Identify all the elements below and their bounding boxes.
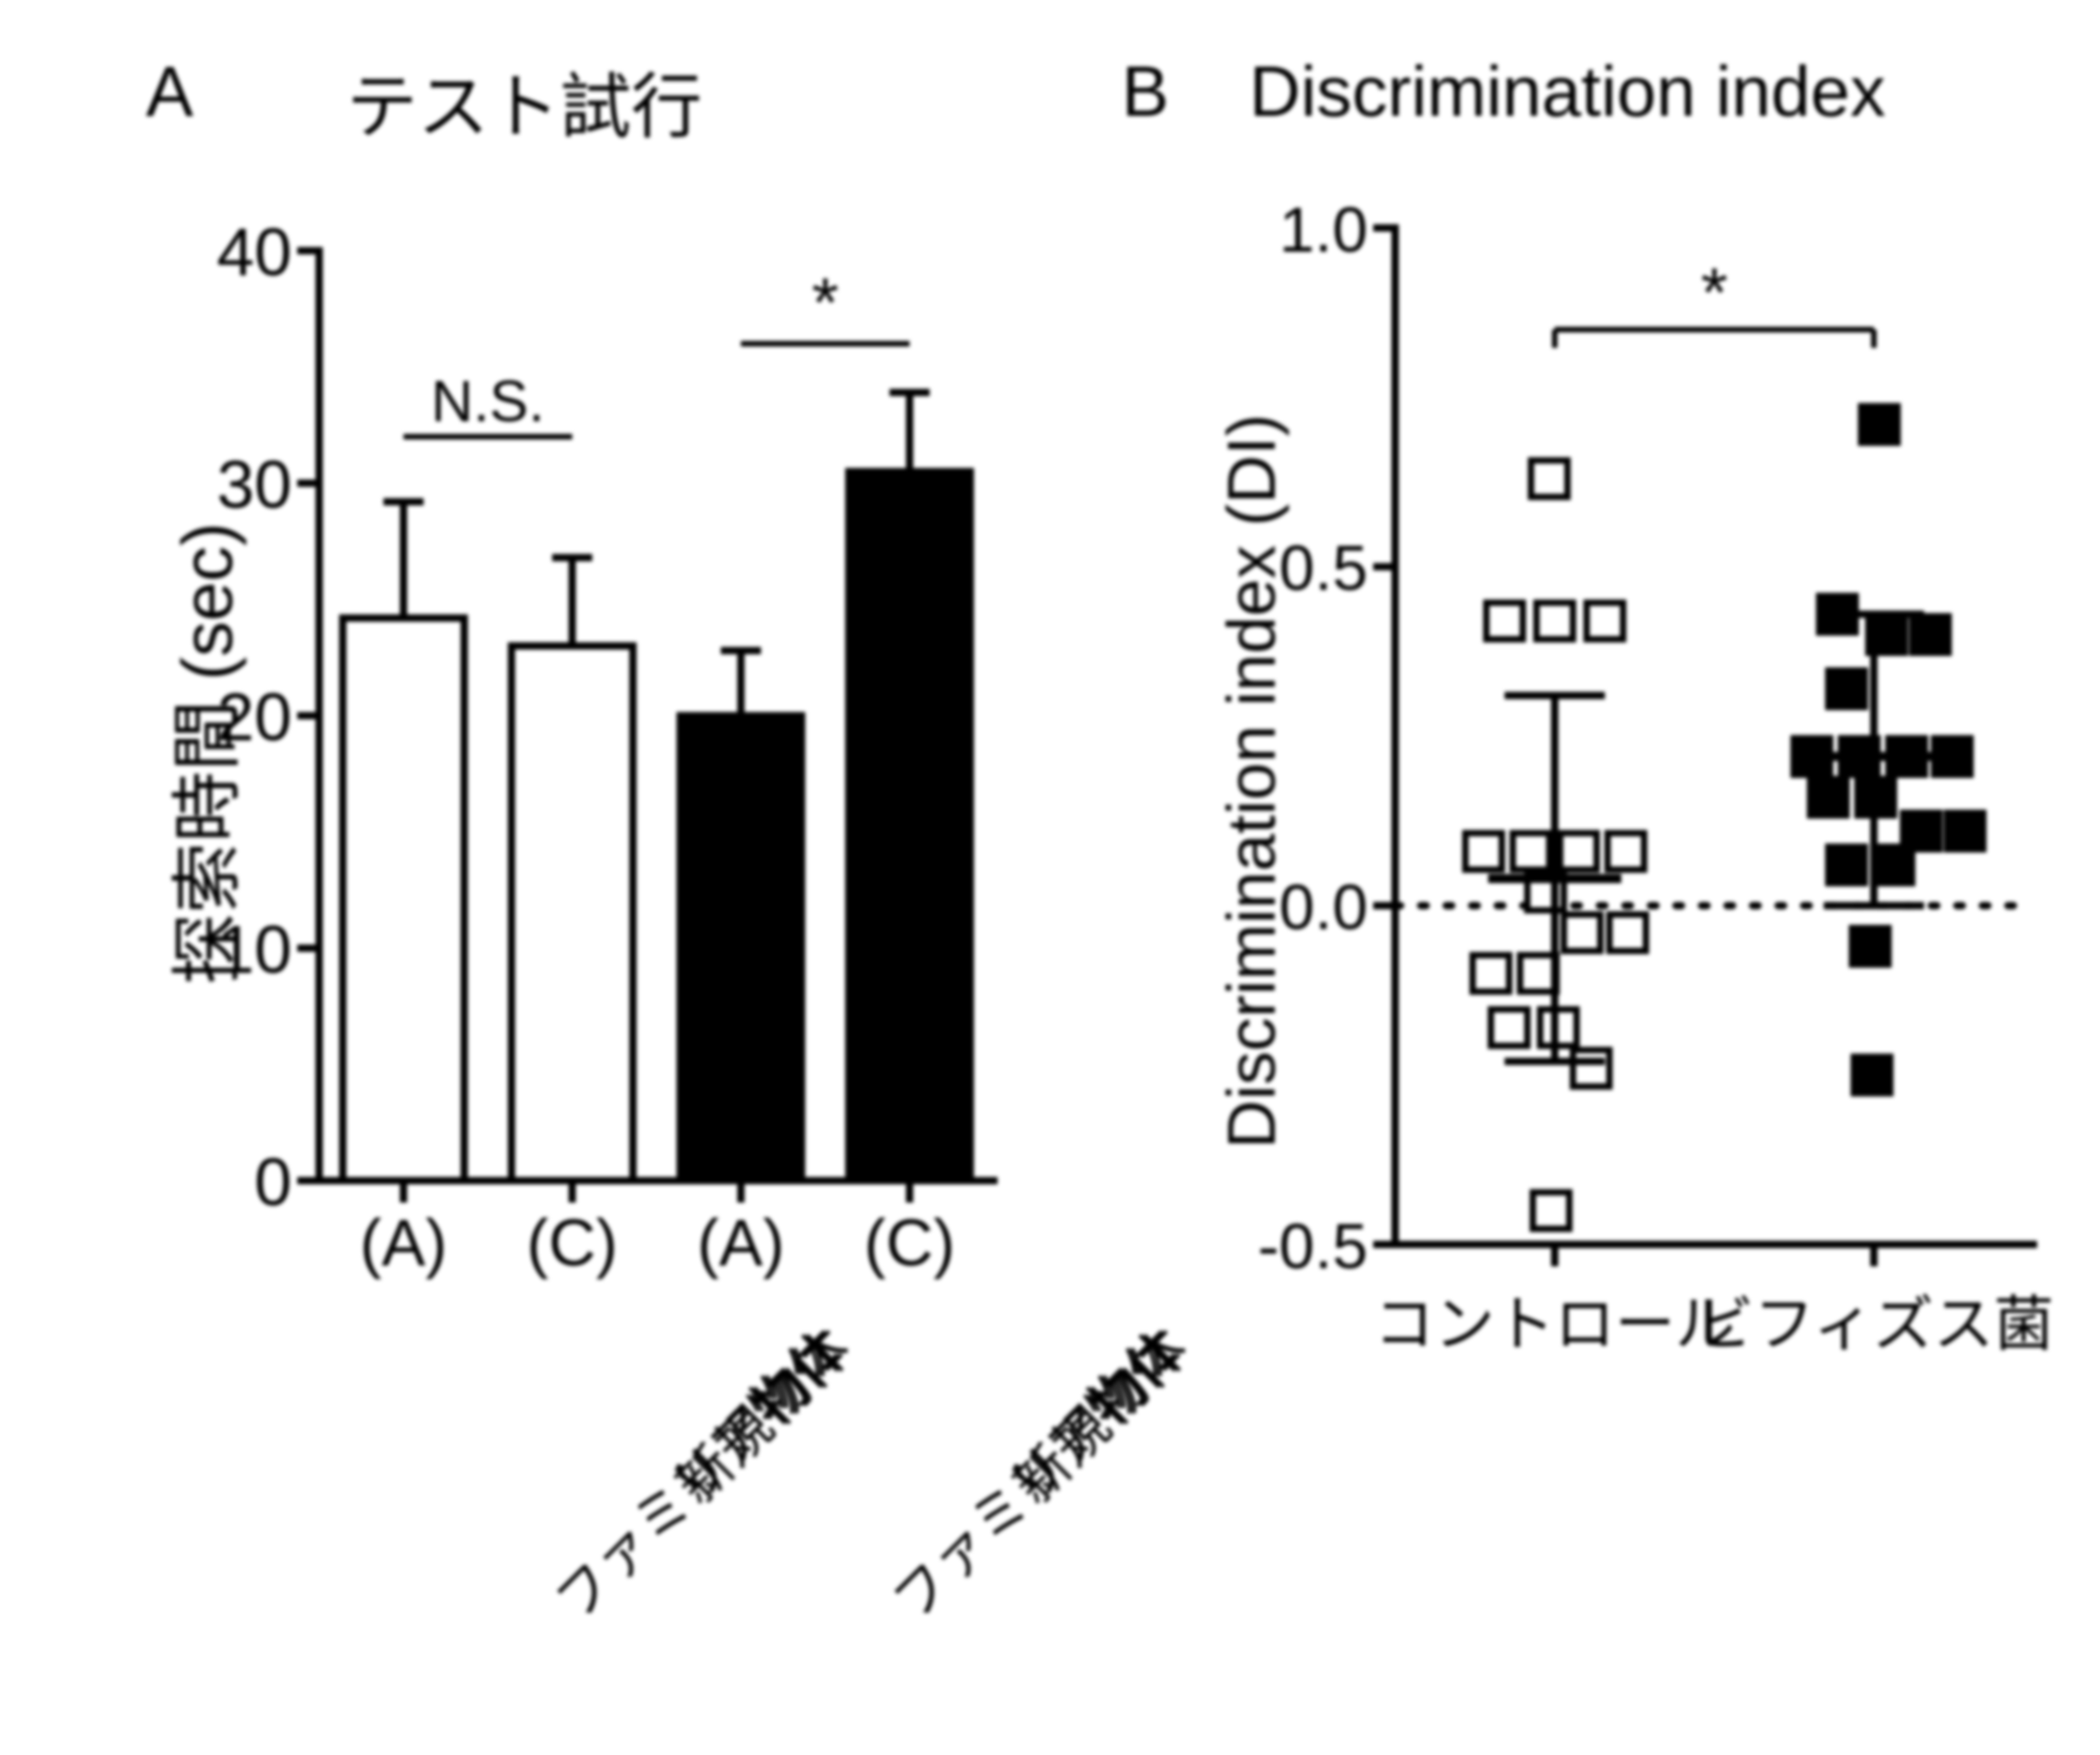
panel-a-letter: A [146,50,193,133]
panel-a-xcat-top: (A) [340,1206,468,1281]
panel-b-group-label: コントロール [1372,1275,1737,1363]
panel-b-ytick: 0.5 [1240,532,1368,604]
panel-a-ytick: 40 [182,213,292,291]
panel-b-ylabel-text: Discrimination index (DI) [1214,414,1289,1149]
panel-b-ytick: 0.0 [1240,871,1368,944]
panel-a-ytick: 20 [182,678,292,756]
panel-b-annotation: * [1660,253,1769,333]
panel-b-ytick: 1.0 [1240,193,1368,266]
panel-b-letter: B [1122,50,1169,133]
panel-a-annotation: N.S. [406,367,570,435]
panel-b-ylabel: Discrimination index (DI) [1213,414,1290,1149]
panel-a-annotation: * [743,263,907,343]
figure-root: A テスト試行 探索時間 (sec) B Discrimination inde… [0,0,2100,1755]
panel-a-xcat-top: (A) [678,1206,805,1281]
panel-a-xcat-top: (C) [509,1206,636,1281]
panel-a-xcat-bottom: 新規物体 [992,1308,1203,1519]
panel-a-title-text: テスト試行 [347,67,702,147]
panel-b-letter-text: B [1122,51,1169,131]
panel-a-xcat-top: (C) [846,1206,974,1281]
panel-b-title: Discrimination index [1249,50,1886,133]
panel-a-ytick: 30 [182,446,292,523]
panel-a-ytick: 10 [182,911,292,988]
panel-a-ytick: 0 [182,1143,292,1221]
panel-a-title: テスト試行 [347,50,702,152]
panel-b-group-label: ビフィズス菌 [1691,1275,2056,1363]
panel-a-letter-text: A [146,51,193,131]
panel-b-ytick: -0.5 [1240,1210,1368,1283]
panel-a-xcat-bottom: 新規物体 [655,1308,865,1519]
panel-a-plot [246,178,1067,1254]
panel-b-title-text: Discrimination index [1249,51,1886,131]
